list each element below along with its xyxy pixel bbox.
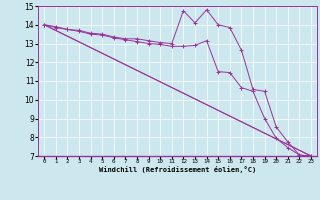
X-axis label: Windchill (Refroidissement éolien,°C): Windchill (Refroidissement éolien,°C) [99, 166, 256, 173]
